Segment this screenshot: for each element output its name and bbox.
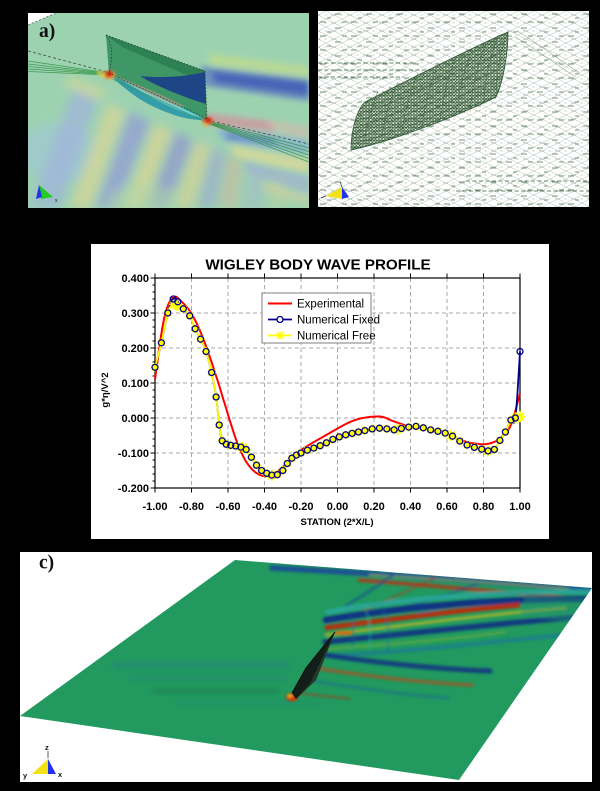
- svg-text:0.400: 0.400: [121, 273, 149, 285]
- svg-text:Numerical Fixed: Numerical Fixed: [297, 315, 380, 327]
- svg-text:0.60: 0.60: [436, 501, 457, 513]
- svg-text:Numerical Free: Numerical Free: [297, 331, 376, 343]
- svg-text:STATION (2*X/L): STATION (2*X/L): [300, 517, 373, 528]
- svg-text:0.200: 0.200: [121, 343, 149, 355]
- svg-text:0.40: 0.40: [400, 501, 421, 513]
- svg-text:y: y: [23, 771, 28, 780]
- svg-text:0.00: 0.00: [327, 501, 348, 513]
- svg-text:WIGLEY BODY WAVE PROFILE: WIGLEY BODY WAVE PROFILE: [205, 257, 430, 274]
- svg-text:0.000: 0.000: [121, 413, 149, 425]
- svg-text:-0.80: -0.80: [179, 501, 204, 513]
- svg-text:g*η/V^2: g*η/V^2: [100, 372, 111, 407]
- svg-text:a): a): [39, 21, 55, 42]
- svg-text:0.80: 0.80: [473, 501, 494, 513]
- svg-text:-0.40: -0.40: [252, 501, 277, 513]
- svg-text:-0.100: -0.100: [118, 448, 149, 460]
- svg-text:0.300: 0.300: [121, 308, 149, 320]
- svg-text:z: z: [45, 743, 49, 752]
- svg-text:x: x: [55, 198, 58, 204]
- svg-text:x: x: [58, 770, 63, 779]
- svg-text:c): c): [39, 553, 54, 574]
- svg-text:-0.20: -0.20: [288, 501, 313, 513]
- svg-text:0.100: 0.100: [121, 378, 149, 390]
- svg-text:-0.200: -0.200: [118, 483, 149, 495]
- svg-text:-1.00: -1.00: [142, 501, 167, 513]
- svg-text:Experimental: Experimental: [297, 299, 364, 311]
- svg-text:1.00: 1.00: [509, 501, 530, 513]
- svg-text:-0.60: -0.60: [215, 501, 240, 513]
- svg-text:0.20: 0.20: [363, 501, 384, 513]
